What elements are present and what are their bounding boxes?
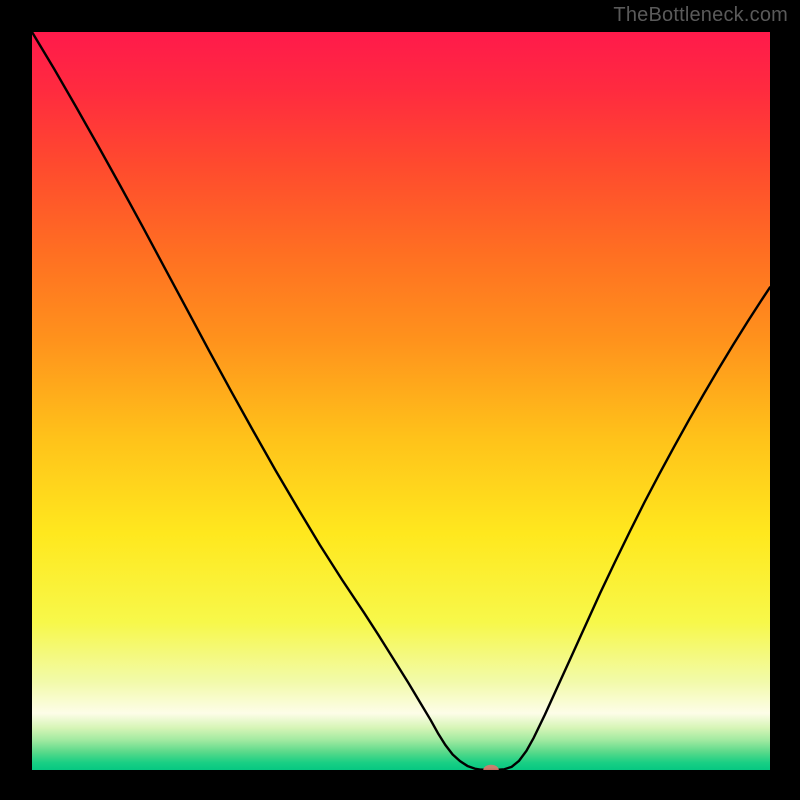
- chart-svg: [32, 32, 770, 770]
- chart-background-gradient: [32, 32, 770, 770]
- watermark-text: TheBottleneck.com: [613, 4, 788, 27]
- chart-plot-area: [32, 32, 770, 770]
